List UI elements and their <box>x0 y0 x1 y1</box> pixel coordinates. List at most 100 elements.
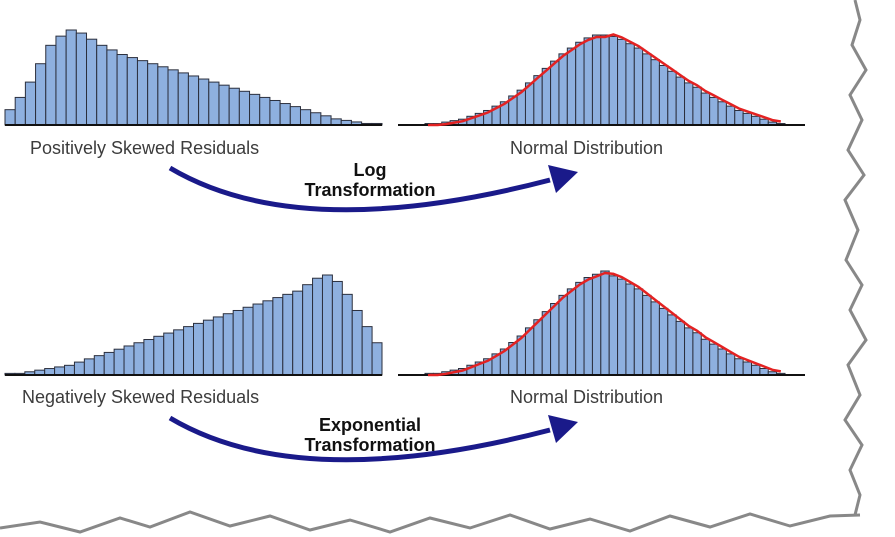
histogram-bar <box>321 274 333 376</box>
histogram-bar <box>302 284 314 376</box>
histogram-bar <box>751 364 761 376</box>
histogram-bar <box>193 322 204 376</box>
histogram-bar <box>86 38 98 126</box>
histogram-bar <box>717 348 727 376</box>
histogram-bar <box>351 309 363 376</box>
histogram-bar <box>675 320 686 376</box>
histogram-bar <box>126 57 138 126</box>
histogram-bar <box>675 76 686 126</box>
histogram-bar <box>742 361 753 376</box>
positively-skewed-label: Positively Skewed Residuals <box>30 138 260 158</box>
histogram-bar <box>133 342 145 376</box>
histogram-bar <box>289 106 301 126</box>
histogram-bar <box>173 329 185 376</box>
histogram-bar <box>320 115 332 126</box>
histogram-bar <box>73 361 85 376</box>
histogram-bar <box>617 38 627 126</box>
normal-curve <box>427 271 782 377</box>
histogram-bar <box>153 335 165 376</box>
normal-distribution-label-bottom: Normal Distribution <box>510 387 664 407</box>
negatively-skewed-label: Negatively Skewed Residuals <box>22 387 260 407</box>
histogram-bar <box>341 293 353 376</box>
histogram-bar <box>93 355 105 376</box>
positively-skewed-histogram <box>4 29 383 126</box>
histogram-bar <box>143 339 155 376</box>
histogram-bar <box>566 288 577 376</box>
exp-transform-arrow <box>168 415 578 463</box>
histogram-bar <box>667 314 677 376</box>
histogram-bar <box>371 342 383 376</box>
histogram-bar <box>75 32 88 126</box>
histogram-bar <box>238 90 251 126</box>
histogram-bar <box>147 63 159 126</box>
histogram-bar <box>116 54 128 126</box>
histogram-bar <box>361 326 373 376</box>
histogram-bar <box>583 37 593 126</box>
histogram-bar <box>242 306 254 376</box>
log-caption-line2: Transformation <box>304 180 436 200</box>
histogram-bar <box>262 300 274 376</box>
histogram-bar <box>608 275 619 376</box>
histogram-bar <box>524 82 535 126</box>
histogram-bar <box>734 358 744 376</box>
histogram-bar <box>684 327 694 376</box>
histogram-bar <box>24 81 37 126</box>
histogram-bar <box>14 96 26 126</box>
histogram-bar <box>208 81 220 126</box>
histogram-bar <box>700 92 711 126</box>
histogram-bar <box>183 326 195 376</box>
histogram-bar <box>533 75 543 126</box>
histogram-bar <box>65 29 77 126</box>
histogram-bar <box>650 59 660 126</box>
histogram-bar <box>709 343 719 376</box>
log-transformation-caption: Log Transformation <box>270 160 470 200</box>
histogram-bar <box>232 309 244 376</box>
histogram-bar <box>591 34 602 126</box>
torn-edge-bottom <box>0 510 861 534</box>
exp-caption-line2: Transformation <box>304 435 436 455</box>
histogram-bar <box>633 47 644 126</box>
histogram-bar <box>103 351 115 376</box>
histogram-bar <box>725 353 736 376</box>
normal-distribution-label-top: Normal Distribution <box>510 138 664 158</box>
exp-caption-line1: Exponential <box>318 415 421 435</box>
histogram-bar <box>282 293 294 376</box>
histogram-bar <box>167 69 179 126</box>
negatively-skewed-histogram <box>4 274 383 376</box>
histogram-bar <box>45 44 57 126</box>
histogram-bar <box>310 112 322 126</box>
histogram-bar <box>650 301 660 376</box>
histogram-bar <box>177 72 189 126</box>
histogram-bar <box>187 75 200 126</box>
histogram-bar <box>163 332 175 376</box>
histogram-bar <box>136 60 149 126</box>
histogram-bar <box>667 70 677 126</box>
log-transform-arrow <box>168 165 578 213</box>
histogram-bar <box>312 277 323 376</box>
torn-edge-right <box>843 0 868 516</box>
histogram-bar <box>625 43 635 126</box>
histogram-bar <box>541 67 552 126</box>
histogram-bar <box>106 49 118 126</box>
histogram-bar <box>212 316 224 376</box>
histogram-bar <box>228 87 240 126</box>
histogram-bar <box>35 63 47 126</box>
histogram-bar <box>600 270 610 376</box>
histogram-bar <box>292 290 304 376</box>
histogram-bar <box>692 332 702 376</box>
histogram-bar <box>550 60 560 126</box>
histogram-bar <box>583 277 593 376</box>
histogram-bar <box>541 311 552 376</box>
histogram-bar <box>64 364 75 376</box>
histogram-bar <box>533 319 543 376</box>
histogram-bar <box>751 115 761 126</box>
histogram-bar <box>700 338 711 376</box>
histogram-bar <box>558 294 568 376</box>
histogram-bar <box>222 313 234 376</box>
log-caption-line1: Log <box>353 160 387 180</box>
histogram-bar <box>269 99 281 126</box>
histogram-bar <box>259 96 271 126</box>
histogram-bar <box>54 366 66 376</box>
histogram-bar <box>633 288 644 376</box>
